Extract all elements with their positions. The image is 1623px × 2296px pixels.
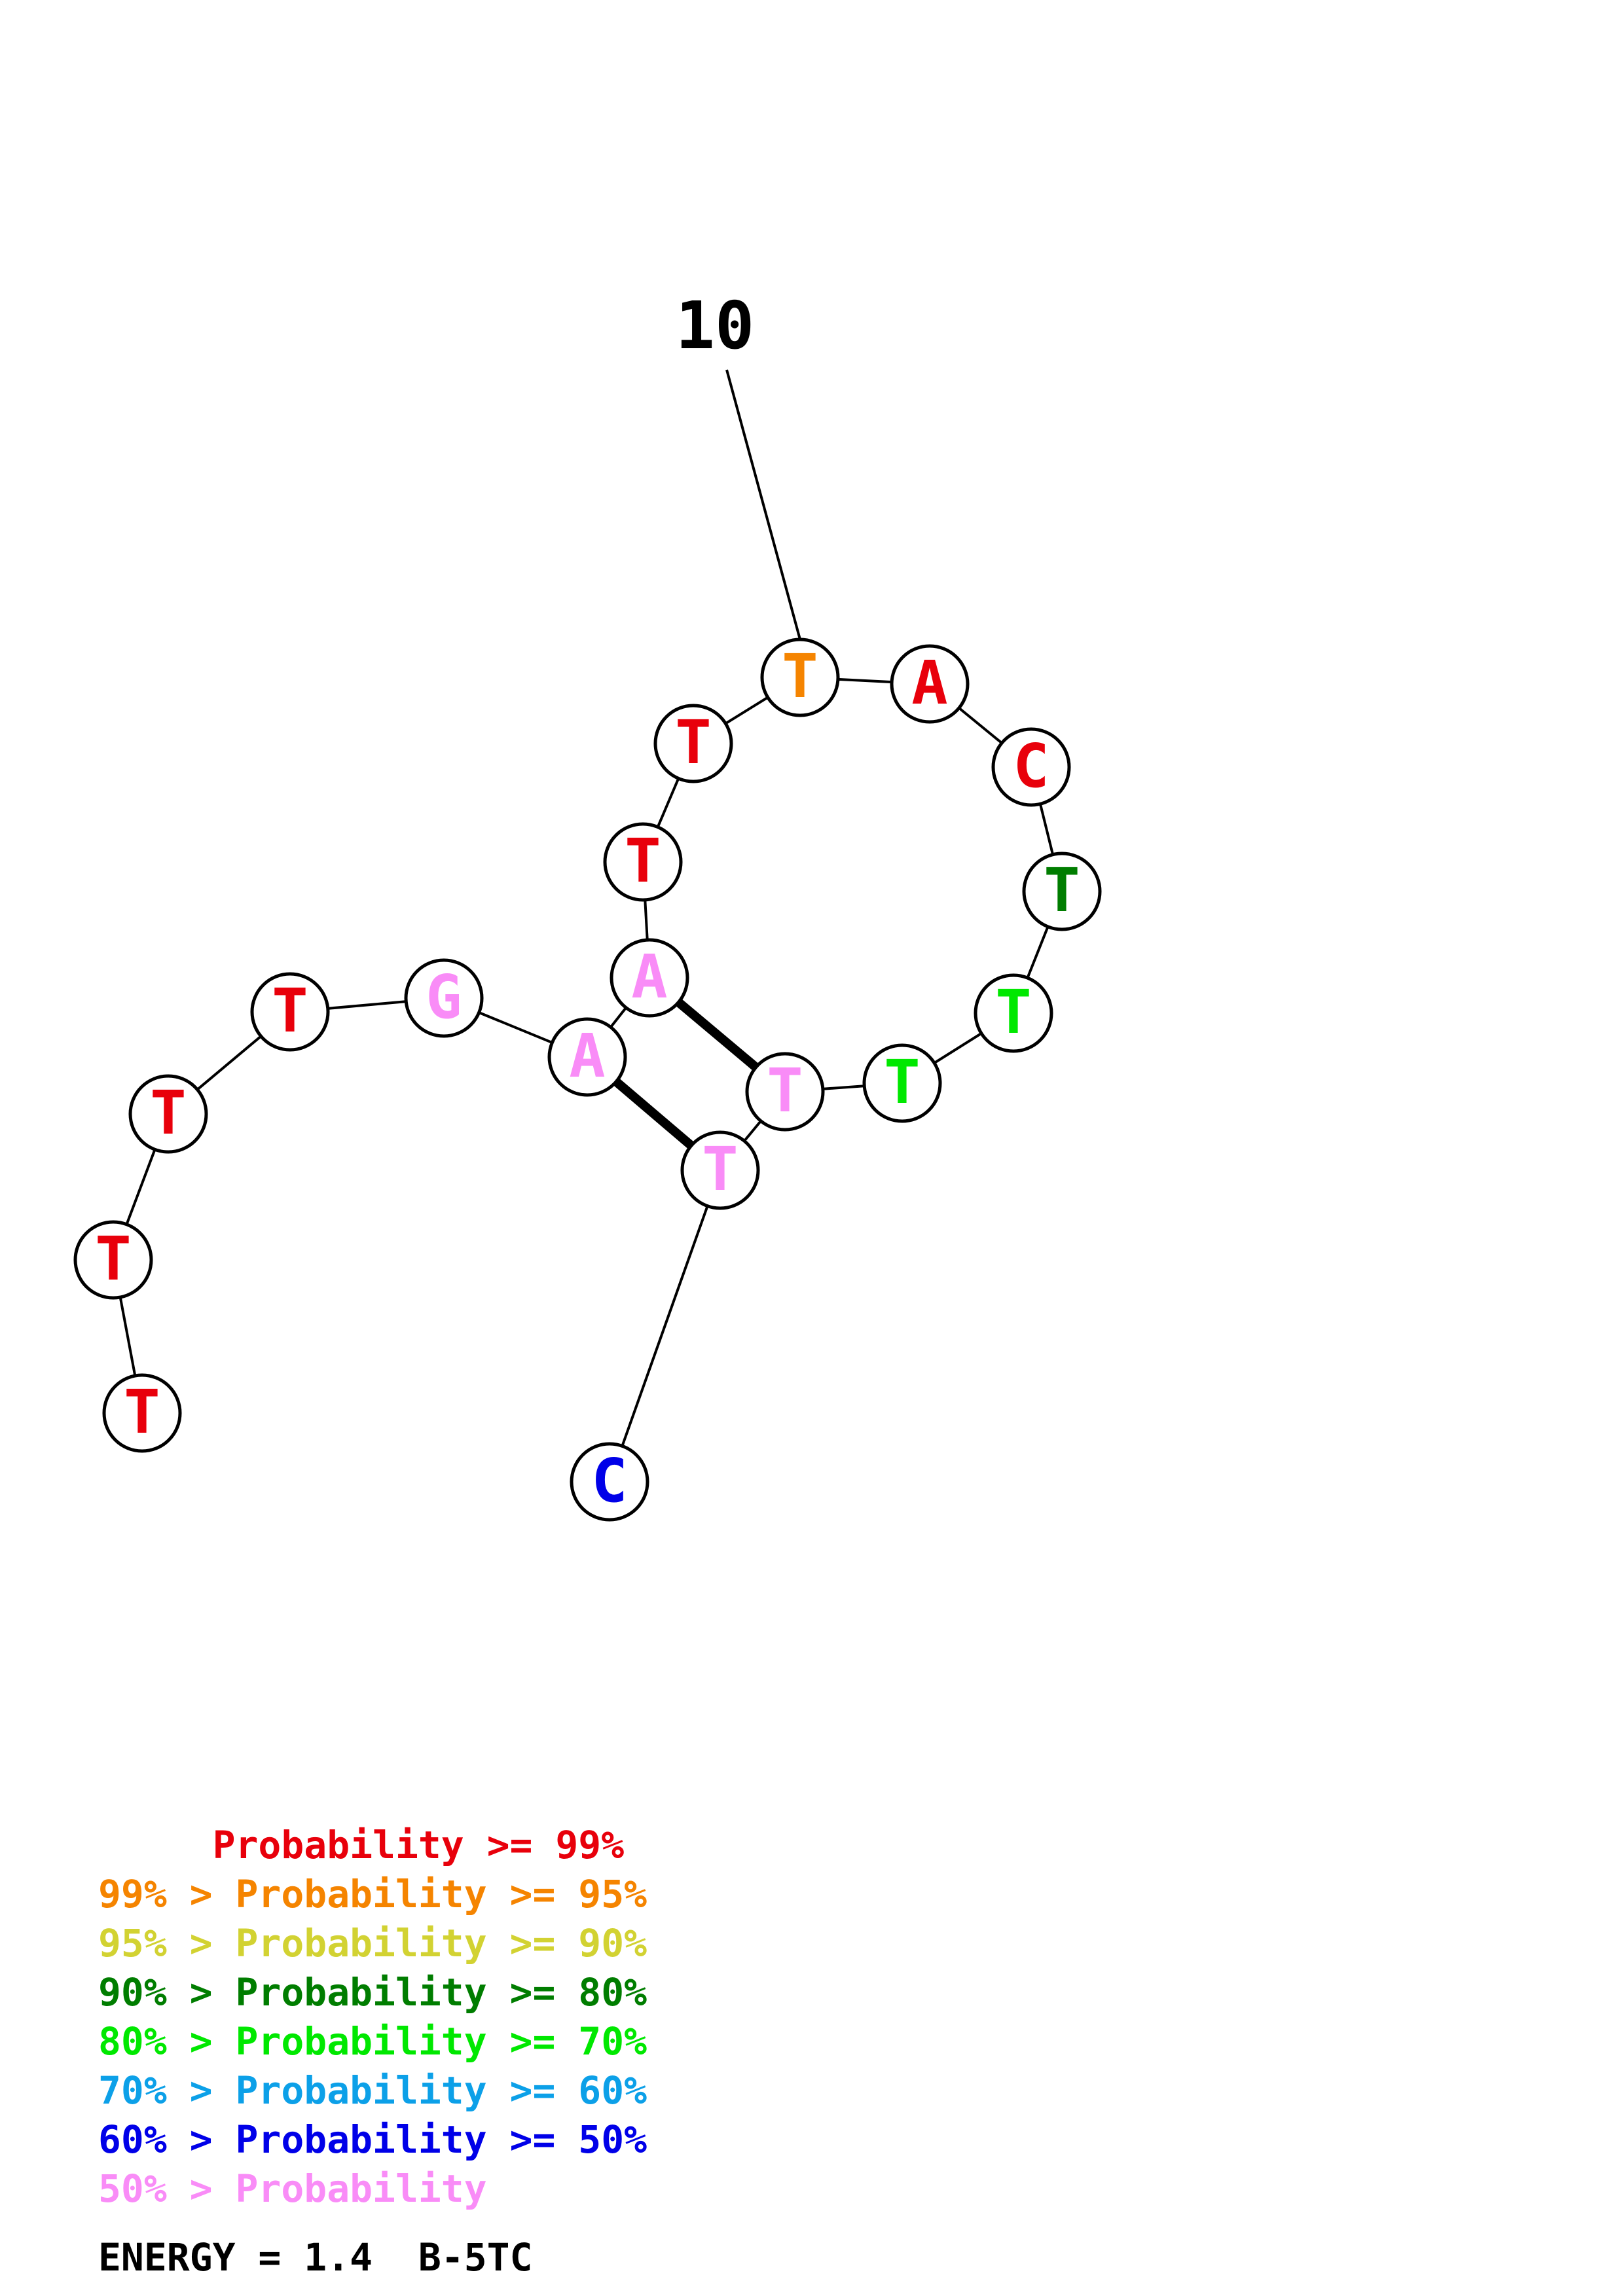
nucleotide-circle [991, 727, 1071, 807]
nucleotide-8: T [603, 822, 683, 902]
nucleotide-12: C [991, 727, 1071, 807]
nucleotide-letter: T [767, 1056, 803, 1126]
nucleotide-4: T [250, 972, 330, 1052]
nucleotide-circle [760, 637, 840, 717]
nucleotide-3: T [128, 1074, 208, 1154]
nucleotide-circle [547, 1017, 627, 1097]
nucleotide-letter: T [702, 1134, 738, 1204]
backbone-segment [608, 1170, 721, 1482]
legend-entry: 70% > Probability >= 60% [98, 2068, 647, 2113]
nucleotide-letter: T [675, 708, 711, 778]
nucleotide-circle [404, 958, 484, 1038]
nucleotide-letter: T [124, 1377, 160, 1447]
nucleotide-letter: A [569, 1021, 605, 1091]
nucleotide-letter: T [272, 976, 308, 1046]
nucleotide-letter: A [631, 942, 667, 1012]
nucleotide-circle [250, 972, 330, 1052]
nucleotide-1: T [102, 1373, 182, 1453]
position-label-connector [725, 369, 801, 640]
legend-entry: 95% > Probability >= 90% [98, 1921, 647, 1965]
nucleotide-circle [102, 1373, 182, 1453]
nucleotide-5: G [404, 958, 484, 1038]
nucleotide-letter: T [150, 1078, 186, 1148]
nucleotide-6: A [547, 1017, 627, 1097]
nucleotide-circle [603, 822, 683, 902]
nucleotide-letter: T [995, 977, 1031, 1047]
nucleotide-13: T [1022, 852, 1102, 931]
legend-entry: 50% > Probability [98, 2166, 487, 2211]
nucleotide-circle [862, 1043, 942, 1123]
nucleotide-circle [653, 704, 733, 783]
nucleotide-circle [974, 973, 1053, 1053]
nucleotide-16: T [745, 1052, 825, 1132]
nucleotide-letter: A [911, 648, 947, 718]
nucleotide-letter: C [1013, 731, 1049, 801]
legend-entry: Probability >= 99% [98, 1823, 625, 1867]
nucleotide-17: T [680, 1130, 760, 1210]
nucleotide-letter: T [1044, 855, 1080, 925]
nucleotide-circle [610, 938, 689, 1018]
nucleotide-letter: T [884, 1047, 920, 1117]
legend-entry: 80% > Probability >= 70% [98, 2019, 647, 2064]
nucleotide-letter: T [95, 1224, 131, 1294]
nucleotide-2: T [73, 1220, 153, 1300]
backbone-lines [112, 369, 1063, 1482]
nucleotide-10: T [760, 637, 840, 717]
nucleotide-9: T [653, 704, 733, 783]
nucleotide-circle [73, 1220, 153, 1300]
nucleotide-circle [745, 1052, 825, 1132]
nucleotide-letter: C [591, 1446, 627, 1516]
nucleotide-circle [128, 1074, 208, 1154]
nucleotide-circle [570, 1442, 649, 1522]
nucleotide-14: T [974, 973, 1053, 1053]
nucleotide-11: A [890, 644, 970, 724]
nucleotide-circle [1022, 852, 1102, 931]
nucleotide-15: T [862, 1043, 942, 1123]
position-label-10: 10 [676, 287, 754, 364]
nucleotide-letter: G [426, 962, 462, 1032]
nucleotide-letter: T [782, 641, 818, 711]
energy-footer: ENERGY = 1.4 B-5TC [98, 2235, 533, 2280]
nucleotide-18: C [570, 1442, 649, 1522]
legend-entry: 60% > Probability >= 50% [98, 2117, 647, 2162]
nucleotide-letter: T [625, 826, 661, 896]
nucleotide-circle [680, 1130, 760, 1210]
nucleotide-circle [890, 644, 970, 724]
legend-entry: 99% > Probability >= 95% [98, 1872, 647, 1916]
nucleotide-7: A [610, 938, 689, 1018]
legend-entry: 90% > Probability >= 80% [98, 1970, 647, 2015]
